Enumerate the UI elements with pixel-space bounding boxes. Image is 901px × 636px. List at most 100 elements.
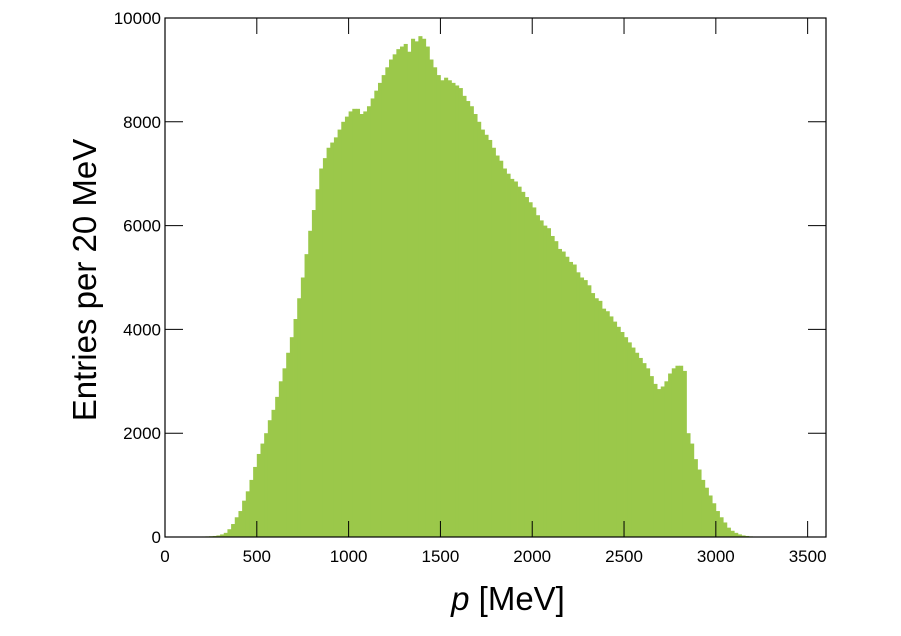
x-tick-label: 3000 xyxy=(697,547,735,566)
bar xyxy=(385,67,390,538)
bar xyxy=(528,202,533,537)
bar xyxy=(480,129,485,537)
bar xyxy=(400,46,405,538)
x-tick-label: 2500 xyxy=(605,547,643,566)
bar xyxy=(396,49,401,537)
bar xyxy=(477,121,482,538)
bar xyxy=(572,264,577,537)
bar xyxy=(590,293,596,537)
bar xyxy=(422,38,427,537)
bar xyxy=(282,368,287,537)
bar xyxy=(418,36,423,537)
bar xyxy=(359,114,364,537)
bar xyxy=(451,82,456,537)
bar xyxy=(543,225,548,537)
bar xyxy=(249,479,254,537)
bar xyxy=(363,111,368,538)
bar xyxy=(565,256,570,537)
x-tick-label: 2000 xyxy=(513,547,551,566)
bar xyxy=(377,82,383,537)
bar xyxy=(414,41,419,537)
bar xyxy=(613,321,618,537)
bar xyxy=(495,155,500,537)
x-tick-label: 500 xyxy=(243,547,271,566)
y-axis-label: Entries per 20 MeV xyxy=(66,139,103,421)
bar xyxy=(389,59,394,538)
x-axis-symbol: p xyxy=(450,580,469,617)
bar xyxy=(300,277,305,537)
bar xyxy=(734,532,739,537)
bar xyxy=(568,261,574,537)
bar xyxy=(726,527,731,537)
bar xyxy=(532,207,537,537)
bar xyxy=(737,534,742,537)
x-axis-unit: [MeV] xyxy=(479,580,565,617)
bar xyxy=(682,370,687,537)
bar xyxy=(620,331,625,537)
bar xyxy=(381,75,386,537)
bar xyxy=(499,160,504,537)
bar xyxy=(675,365,680,537)
bar xyxy=(344,116,350,538)
bar xyxy=(271,409,276,537)
bar xyxy=(429,59,434,538)
bar xyxy=(539,220,544,537)
bar xyxy=(660,386,665,537)
y-tick-label: 10000 xyxy=(114,9,161,28)
bar xyxy=(469,106,474,537)
bar xyxy=(440,80,445,537)
bar xyxy=(458,88,463,537)
bar xyxy=(712,503,717,537)
bar xyxy=(238,511,243,537)
bar xyxy=(462,95,467,537)
bar xyxy=(289,337,294,537)
bar xyxy=(425,46,430,538)
bar xyxy=(341,121,346,538)
bar xyxy=(304,254,309,537)
bar xyxy=(638,357,643,537)
bar xyxy=(513,181,518,538)
bar xyxy=(631,347,636,537)
bar xyxy=(601,308,607,537)
bar xyxy=(502,168,507,537)
bar xyxy=(693,459,698,537)
bar xyxy=(374,90,379,537)
bar xyxy=(521,191,526,538)
bar xyxy=(587,285,592,537)
bar xyxy=(554,241,559,538)
bar xyxy=(311,210,316,537)
bar xyxy=(557,248,562,537)
bar xyxy=(256,453,261,537)
bar xyxy=(664,381,669,537)
bar xyxy=(668,373,673,537)
bar xyxy=(319,168,324,537)
bar xyxy=(234,517,239,537)
bar xyxy=(609,316,614,537)
bar xyxy=(649,376,654,537)
bar xyxy=(594,298,599,537)
bar xyxy=(627,342,632,537)
bar xyxy=(330,142,335,537)
bar xyxy=(579,277,585,537)
bar xyxy=(583,280,588,537)
bar xyxy=(561,251,566,538)
x-tick-label: 1000 xyxy=(330,547,368,566)
bar xyxy=(355,108,361,537)
bar xyxy=(223,532,228,537)
bar xyxy=(605,311,610,537)
bar xyxy=(326,147,331,537)
bar xyxy=(220,534,225,537)
bar xyxy=(447,80,452,537)
bar xyxy=(337,129,342,537)
bar xyxy=(550,235,555,538)
bar xyxy=(741,535,746,537)
bar xyxy=(231,524,236,537)
bar xyxy=(730,530,735,537)
bar xyxy=(671,368,676,537)
bar xyxy=(723,522,728,537)
bar xyxy=(642,363,647,537)
x-axis-label: p [MeV] xyxy=(450,580,565,617)
bar xyxy=(719,517,724,537)
plot-frame xyxy=(164,17,827,538)
bar xyxy=(697,469,702,537)
